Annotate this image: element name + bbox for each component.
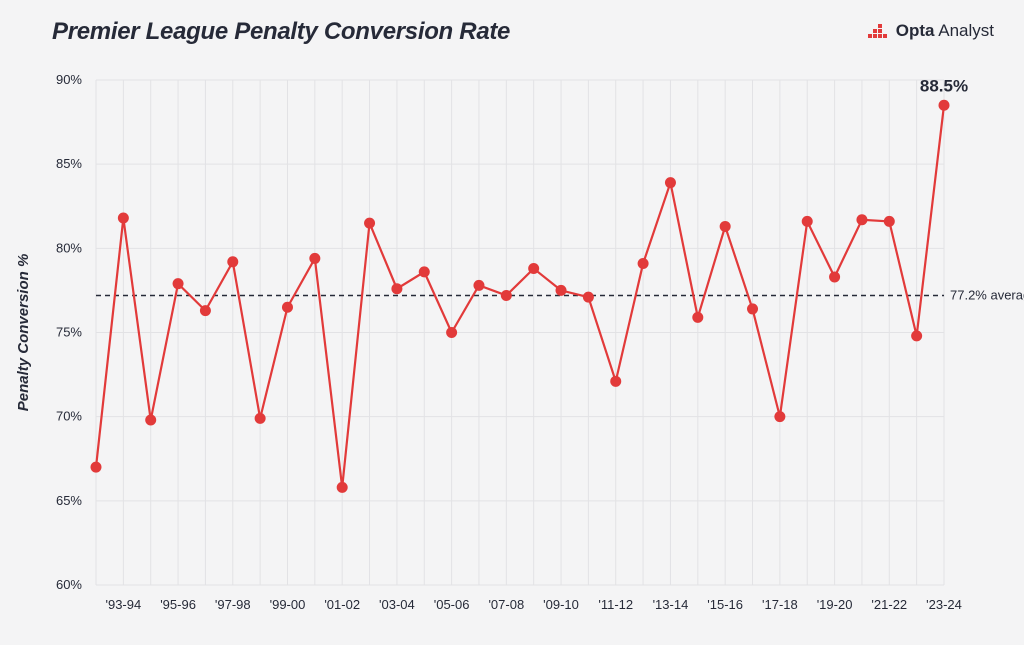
svg-text:'11-12: '11-12 <box>598 597 633 612</box>
svg-text:'21-22: '21-22 <box>871 597 907 612</box>
svg-text:'13-14: '13-14 <box>653 597 689 612</box>
svg-text:'19-20: '19-20 <box>817 597 853 612</box>
svg-text:80%: 80% <box>56 240 82 255</box>
svg-text:'17-18: '17-18 <box>762 597 798 612</box>
svg-text:77.2% average: 77.2% average <box>950 287 1024 302</box>
chart-container: 60% 65% 70% 75% 80% 85% 90% '93-94 '95-96 '97-98 '… <box>0 60 1024 645</box>
svg-text:Penalty Conversion %: Penalty Conversion % <box>15 254 32 412</box>
svg-text:'93-94: '93-94 <box>105 597 141 612</box>
svg-text:75%: 75% <box>56 325 82 340</box>
svg-text:'09-10: '09-10 <box>543 597 579 612</box>
brand-logo-text: Opta Analyst <box>896 21 994 41</box>
svg-text:65%: 65% <box>56 493 82 508</box>
svg-text:'23-24: '23-24 <box>926 597 962 612</box>
svg-text:70%: 70% <box>56 409 82 424</box>
chart-title: Premier League Penalty Conversion Rate <box>52 18 510 46</box>
svg-text:85%: 85% <box>56 156 82 171</box>
svg-text:90%: 90% <box>56 72 82 87</box>
svg-text:'95-96: '95-96 <box>160 597 196 612</box>
brand-logo-mark <box>868 20 890 42</box>
svg-text:'05-06: '05-06 <box>434 597 470 612</box>
line-chart: 60% 65% 70% 75% 80% 85% 90% '93-94 '95-96 '97-98 '… <box>0 60 1024 645</box>
brand-logo: Opta Analyst <box>868 18 994 42</box>
svg-text:88.5%: 88.5% <box>920 76 968 95</box>
svg-text:'03-04: '03-04 <box>379 597 415 612</box>
svg-text:'07-08: '07-08 <box>488 597 524 612</box>
svg-text:'97-98: '97-98 <box>215 597 251 612</box>
svg-text:'99-00: '99-00 <box>270 597 306 612</box>
svg-text:'01-02: '01-02 <box>324 597 360 612</box>
svg-text:'15-16: '15-16 <box>707 597 743 612</box>
svg-text:60%: 60% <box>56 577 82 592</box>
